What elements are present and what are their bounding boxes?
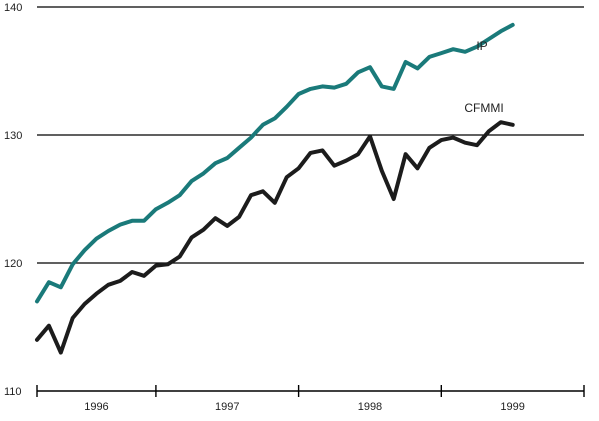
x-axis — [36, 385, 585, 397]
x-tick-label: 1996 — [84, 401, 108, 413]
y-tick-label: 140 — [4, 2, 22, 14]
x-tick-label: 1997 — [215, 401, 239, 413]
gridlines — [37, 6, 584, 264]
series-label-cfmmi: CFMMI — [464, 101, 503, 115]
y-tick-label: 120 — [4, 258, 22, 270]
x-tick-label: 1999 — [500, 401, 524, 413]
tick-labels: 110 120 130 140 1996 1997 1998 1999 IP CFMMI — [4, 2, 525, 413]
series-label-ip: IP — [476, 39, 487, 53]
series-line-cfmmi — [35, 120, 515, 355]
series-lines — [35, 22, 515, 355]
y-tick-label: 110 — [4, 386, 22, 398]
series-line-ip — [35, 22, 515, 304]
x-tick-label: 1998 — [358, 401, 382, 413]
y-tick-label: 130 — [4, 130, 22, 142]
